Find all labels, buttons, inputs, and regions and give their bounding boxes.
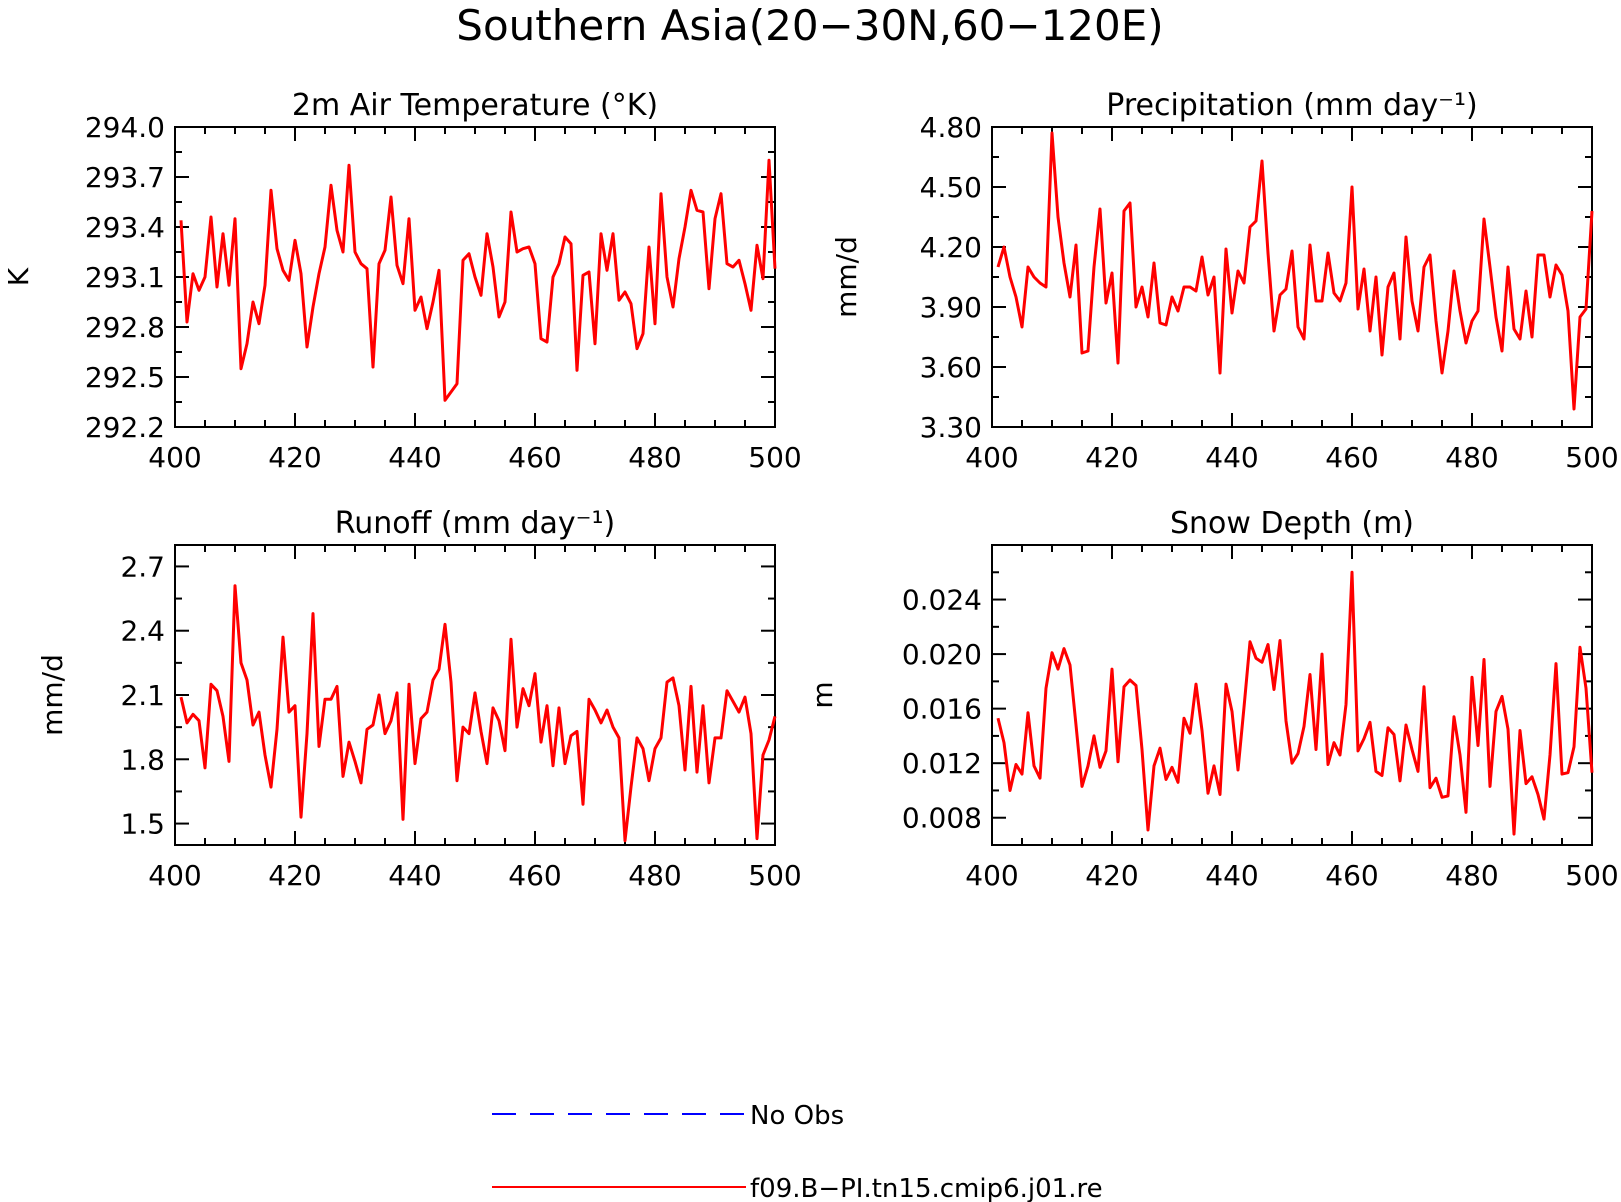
legend-model-label: f09.B−PI.tn15.cmip6.j01.re [750, 1174, 1103, 1202]
panel-snow-depth: Snow Depth (m) 400 420 440 460 480 500 0.008 0.0… [806, 506, 1619, 892]
plot-frame [991, 126, 1593, 428]
x-tick-label: 460 [1325, 859, 1378, 892]
x-tick-label: 500 [748, 441, 801, 474]
y-axis-label: mm/d [830, 236, 863, 318]
y-tick-label: 3.90 [920, 291, 982, 324]
y-tick-label: 4.50 [920, 171, 982, 204]
y-tick-label: 2.1 [120, 679, 165, 712]
x-tick-label: 400 [965, 441, 1018, 474]
y-tick-label: 1.5 [120, 808, 165, 841]
x-tick-label: 440 [388, 859, 441, 892]
y-tick-label: 293.1 [85, 261, 165, 294]
x-tick-label: 480 [628, 441, 681, 474]
x-tick-label: 400 [965, 859, 1018, 892]
x-tick-label: 500 [1565, 441, 1618, 474]
x-tick-label: 460 [508, 441, 561, 474]
panel-air-temperature: 2m Air Temperature (°K) 400 420 440 460 480 50… [2, 88, 802, 474]
y-tick-label: 0.012 [902, 747, 982, 780]
x-tick-label: 400 [148, 441, 201, 474]
y-tick-label: 292.8 [85, 311, 165, 344]
y-tick-label: 0.008 [902, 802, 982, 835]
y-tick-label: 4.80 [920, 111, 982, 144]
y-axis-label: m [806, 681, 839, 708]
figure-title: Southern Asia(20−30N,60−120E) [456, 1, 1163, 50]
y-axis-label: K [2, 267, 35, 286]
panel-title: 2m Air Temperature (°K) [292, 88, 658, 123]
x-tick-label: 400 [148, 859, 201, 892]
y-tick-label: 4.20 [920, 231, 982, 264]
x-tick-label: 440 [388, 441, 441, 474]
x-tick-label: 420 [268, 859, 321, 892]
y-tick-label: 2.4 [120, 615, 165, 648]
x-tick-label: 460 [508, 859, 561, 892]
y-tick-label: 0.016 [902, 693, 982, 726]
series-line [996, 131, 1594, 411]
y-tick-label: 3.60 [920, 351, 982, 384]
x-tick-label: 420 [268, 441, 321, 474]
x-tick-label: 480 [1445, 859, 1498, 892]
series-line [179, 158, 777, 402]
y-tick-label: 292.2 [85, 411, 165, 444]
legend-obs-label: No Obs [750, 1101, 844, 1131]
x-tick-label: 420 [1085, 859, 1138, 892]
y-tick-label: 293.7 [85, 161, 165, 194]
x-tick-label: 440 [1205, 441, 1258, 474]
x-tick-label: 480 [1445, 441, 1498, 474]
panel-title: Runoff (mm day⁻¹) [335, 506, 616, 541]
y-tick-label: 294.0 [85, 111, 165, 144]
y-tick-label: 2.7 [120, 550, 165, 583]
series-line [996, 570, 1594, 836]
y-tick-label: 1.8 [120, 743, 165, 776]
x-tick-label: 440 [1205, 859, 1258, 892]
y-tick-label: 293.4 [85, 211, 165, 244]
panel-runoff: Runoff (mm day⁻¹) 400 420 440 460 480 500 1.5 1.… [36, 506, 802, 892]
panel-title: Precipitation (mm day⁻¹) [1106, 88, 1477, 123]
y-tick-label: 292.5 [85, 361, 165, 394]
series-line [179, 584, 777, 843]
legend: No Obs f09.B−PI.tn15.cmip6.j01.re [492, 1101, 1103, 1202]
y-axis-label: mm/d [36, 654, 69, 736]
y-tick-label: 0.024 [902, 584, 982, 617]
panel-title: Snow Depth (m) [1170, 506, 1414, 541]
x-tick-label: 500 [748, 859, 801, 892]
x-tick-label: 480 [628, 859, 681, 892]
x-tick-label: 500 [1565, 859, 1618, 892]
y-tick-label: 0.020 [902, 638, 982, 671]
y-tick-label: 3.30 [920, 411, 982, 444]
panel-precipitation: Precipitation (mm day⁻¹) 400 420 440 460 480 5… [830, 88, 1619, 474]
x-tick-label: 460 [1325, 441, 1378, 474]
x-tick-label: 420 [1085, 441, 1138, 474]
